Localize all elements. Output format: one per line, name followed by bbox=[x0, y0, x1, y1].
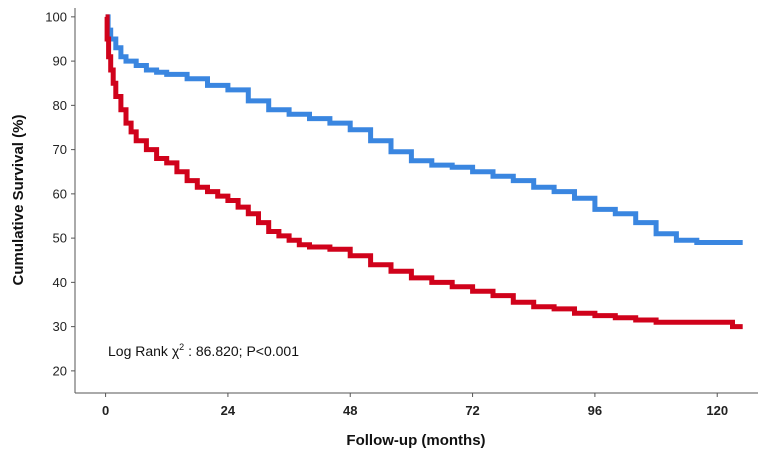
y-tick-label: 50 bbox=[53, 231, 67, 246]
plot-area: 20 30 40 50 60 70 80 90 100 0 24 48 72 96 120 bbox=[45, 8, 758, 418]
x-axis-title: Follow-up (months) bbox=[346, 432, 485, 449]
x-tick-label: 48 bbox=[343, 403, 357, 418]
y-tick-label: 90 bbox=[53, 54, 67, 69]
annotation-superscript: 2 bbox=[179, 342, 184, 352]
log-rank-annotation: Log Rank χ2 : 86.820; P<0.001 bbox=[108, 342, 299, 359]
y-tick-label: 20 bbox=[53, 363, 67, 378]
x-tick-label: 120 bbox=[706, 403, 728, 418]
annotation-suffix: : 86.820; P<0.001 bbox=[184, 343, 299, 359]
survival-curves bbox=[104, 14, 743, 330]
x-tick-label: 0 bbox=[102, 403, 109, 418]
y-tick-label: 40 bbox=[53, 275, 67, 290]
y-tick-label: 60 bbox=[53, 186, 67, 201]
y-axis-ticks: 20 30 40 50 60 70 80 90 100 bbox=[45, 9, 75, 378]
y-tick-label: 100 bbox=[45, 9, 67, 24]
y-tick-label: 70 bbox=[53, 142, 67, 157]
survival-curve-1 bbox=[105, 14, 743, 245]
y-tick-label: 80 bbox=[53, 98, 67, 113]
y-axis-title: Cumulative Survival (%) bbox=[10, 115, 27, 286]
y-tick-label: 30 bbox=[53, 319, 67, 334]
x-tick-label: 24 bbox=[221, 403, 236, 418]
annotation-prefix: Log Rank χ bbox=[108, 343, 180, 359]
survival-curve-2 bbox=[104, 14, 743, 330]
x-axis-ticks: 0 24 48 72 96 120 bbox=[102, 393, 728, 418]
x-tick-label: 96 bbox=[588, 403, 602, 418]
x-tick-label: 72 bbox=[465, 403, 479, 418]
